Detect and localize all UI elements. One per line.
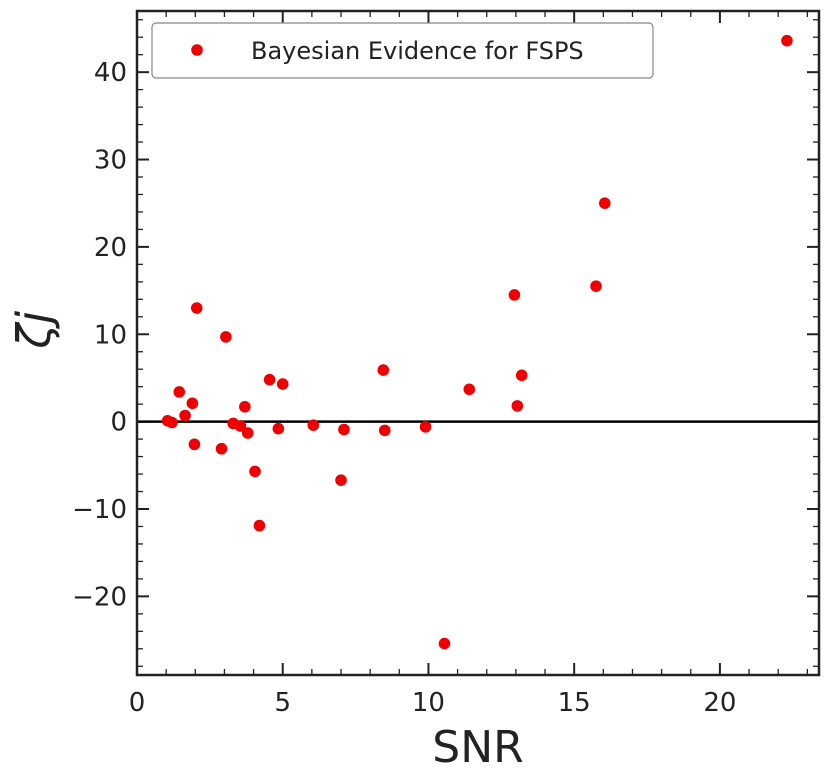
- legend-box: [151, 22, 654, 79]
- data-point: [419, 421, 432, 433]
- data-point: [253, 519, 266, 532]
- data-point: [173, 386, 186, 398]
- axis-ticks: [136, 11, 819, 675]
- x-tick-label: 20: [703, 688, 736, 718]
- x-tick-label: 0: [129, 688, 146, 718]
- data-point: [220, 331, 232, 343]
- x-tick-label: 10: [412, 688, 445, 718]
- data-point: [508, 289, 521, 301]
- y-tick-label: 10: [94, 320, 127, 350]
- y-tick-label: 40: [94, 58, 127, 88]
- data-point: [276, 378, 289, 390]
- y-tick-label: 0: [110, 408, 127, 438]
- data-point: [188, 438, 201, 451]
- data-point: [234, 420, 247, 432]
- data-point: [166, 416, 178, 429]
- legend: Bayesian Evidence for FSPS: [151, 22, 654, 79]
- x-axis-label: SNR: [432, 722, 523, 773]
- data-point: [598, 197, 611, 210]
- data-point: [179, 409, 191, 422]
- data-points: [161, 34, 793, 650]
- data-point: [263, 373, 276, 386]
- data-point: [272, 422, 285, 435]
- data-point: [438, 637, 451, 650]
- y-tick-label: 20: [94, 233, 127, 263]
- data-point: [378, 424, 391, 437]
- legend-label: Bayesian Evidence for FSPS: [251, 37, 584, 65]
- data-point: [307, 419, 320, 431]
- y-axis-label: ζj: [7, 311, 61, 350]
- data-point: [215, 442, 228, 455]
- x-tick-label: 15: [558, 688, 591, 718]
- y-tick-labels: −20 −10 0 10 20 30 40: [72, 58, 127, 612]
- plot-frame: [135, 9, 821, 677]
- data-point: [239, 400, 251, 413]
- legend-marker: [191, 44, 203, 56]
- x-tick-label: 5: [274, 688, 291, 718]
- data-point: [190, 302, 203, 314]
- data-point: [249, 465, 261, 478]
- data-point: [338, 423, 350, 436]
- data-point: [590, 280, 602, 293]
- x-tick-labels: 0 5 10 15 20: [129, 688, 737, 718]
- data-point: [241, 427, 254, 439]
- data-point: [511, 400, 524, 412]
- data-point: [335, 474, 347, 486]
- data-point: [186, 397, 199, 410]
- y-tick-label: −20: [72, 582, 127, 612]
- y-tick-label: 30: [94, 146, 127, 176]
- y-tick-label: −10: [72, 495, 127, 525]
- data-point: [781, 34, 793, 47]
- data-point: [463, 383, 476, 396]
- data-point: [515, 369, 528, 382]
- data-point: [377, 364, 390, 376]
